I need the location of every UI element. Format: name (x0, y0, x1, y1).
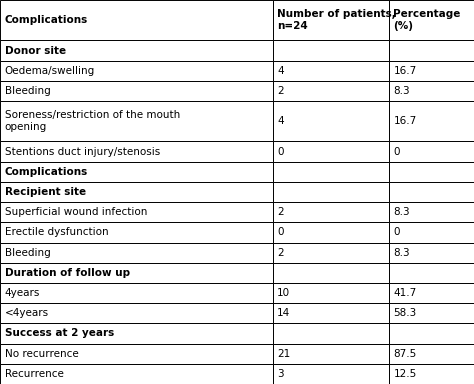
Bar (389, 81, 474, 101)
Bar (273, 0, 389, 40)
Bar (389, 141, 474, 162)
Bar (0, 364, 273, 384)
Bar (389, 162, 474, 182)
Text: Complications: Complications (5, 167, 88, 177)
Text: 12.5: 12.5 (393, 369, 417, 379)
Bar (0, 243, 273, 263)
Bar (389, 61, 474, 81)
Bar (273, 263, 389, 283)
Text: Bleeding: Bleeding (5, 86, 51, 96)
Bar (389, 283, 474, 303)
Text: 4years: 4years (5, 288, 40, 298)
Text: 3: 3 (277, 369, 284, 379)
Bar (273, 182, 389, 202)
Bar (273, 283, 389, 303)
Text: 2: 2 (277, 86, 284, 96)
Bar (273, 243, 389, 263)
Text: 0: 0 (393, 227, 400, 237)
Text: Number of patients,
n=24: Number of patients, n=24 (277, 9, 396, 31)
Text: 21: 21 (277, 349, 291, 359)
Bar (0, 323, 273, 344)
Bar (273, 162, 389, 182)
Bar (0, 40, 273, 61)
Text: 87.5: 87.5 (393, 349, 417, 359)
Bar (273, 202, 389, 222)
Bar (389, 222, 474, 243)
Bar (0, 141, 273, 162)
Text: 58.3: 58.3 (393, 308, 417, 318)
Bar (0, 222, 273, 243)
Text: 4: 4 (277, 116, 284, 126)
Bar (273, 364, 389, 384)
Text: 16.7: 16.7 (393, 116, 417, 126)
Bar (0, 202, 273, 222)
Text: Donor site: Donor site (5, 46, 66, 56)
Bar (389, 303, 474, 323)
Bar (0, 344, 273, 364)
Bar (273, 81, 389, 101)
Text: 8.3: 8.3 (393, 207, 410, 217)
Text: Bleeding: Bleeding (5, 248, 51, 258)
Bar (389, 243, 474, 263)
Text: 2: 2 (277, 207, 284, 217)
Bar (273, 101, 389, 141)
Text: 2: 2 (277, 248, 284, 258)
Bar (273, 344, 389, 364)
Bar (389, 364, 474, 384)
Text: 8.3: 8.3 (393, 248, 410, 258)
Text: Soreness/restriction of the mouth
opening: Soreness/restriction of the mouth openin… (5, 110, 180, 132)
Text: 0: 0 (277, 147, 284, 157)
Bar (389, 202, 474, 222)
Bar (389, 0, 474, 40)
Bar (0, 182, 273, 202)
Text: Erectile dysfunction: Erectile dysfunction (5, 227, 109, 237)
Text: 41.7: 41.7 (393, 288, 417, 298)
Text: Oedema/swelling: Oedema/swelling (5, 66, 95, 76)
Bar (0, 162, 273, 182)
Bar (0, 283, 273, 303)
Bar (389, 101, 474, 141)
Text: No recurrence: No recurrence (5, 349, 79, 359)
Bar (273, 303, 389, 323)
Text: Percentage
(%): Percentage (%) (393, 9, 461, 31)
Bar (389, 182, 474, 202)
Text: Recipient site: Recipient site (5, 187, 86, 197)
Text: Success at 2 years: Success at 2 years (5, 328, 114, 338)
Bar (0, 303, 273, 323)
Bar (389, 323, 474, 344)
Text: 0: 0 (393, 147, 400, 157)
Text: 8.3: 8.3 (393, 86, 410, 96)
Text: Complications: Complications (5, 15, 88, 25)
Bar (389, 263, 474, 283)
Bar (389, 40, 474, 61)
Text: 16.7: 16.7 (393, 66, 417, 76)
Text: 4: 4 (277, 66, 284, 76)
Bar (0, 263, 273, 283)
Text: 14: 14 (277, 308, 291, 318)
Bar (273, 222, 389, 243)
Bar (0, 81, 273, 101)
Text: 10: 10 (277, 288, 291, 298)
Bar (273, 40, 389, 61)
Bar (0, 101, 273, 141)
Bar (0, 61, 273, 81)
Bar (273, 323, 389, 344)
Bar (273, 141, 389, 162)
Text: 0: 0 (277, 227, 284, 237)
Text: <4years: <4years (5, 308, 49, 318)
Text: Stentions duct injury/stenosis: Stentions duct injury/stenosis (5, 147, 160, 157)
Text: Duration of follow up: Duration of follow up (5, 268, 130, 278)
Bar (389, 344, 474, 364)
Text: Superficial wound infection: Superficial wound infection (5, 207, 147, 217)
Bar (0, 0, 273, 40)
Text: Recurrence: Recurrence (5, 369, 64, 379)
Bar (273, 61, 389, 81)
